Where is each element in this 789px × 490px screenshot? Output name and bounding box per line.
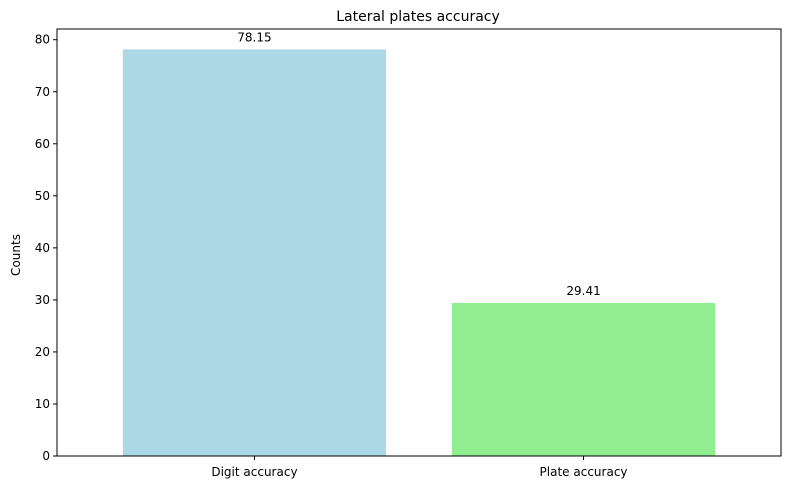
y-tick-label: 0 — [42, 449, 50, 463]
x-tick-label: Digit accuracy — [211, 465, 297, 479]
bar-plate-accuracy — [451, 302, 716, 456]
bar-digit-accuracy — [122, 49, 387, 456]
y-tick-label: 40 — [35, 241, 50, 255]
y-tick-label: 80 — [35, 33, 50, 47]
y-tick-label: 70 — [35, 85, 50, 99]
y-tick-label: 60 — [35, 137, 50, 151]
x-tick-label: Plate accuracy — [540, 465, 628, 479]
data-label: 29.41 — [566, 284, 600, 298]
data-label: 78.15 — [237, 30, 271, 44]
plot-frame — [56, 28, 782, 457]
y-tick-label: 20 — [35, 345, 50, 359]
plot-area: 78.15 Digit accuracy 29.41 Plate accuracy 0 1… — [35, 28, 782, 479]
y-tick-label: 50 — [35, 189, 50, 203]
y-axis-label: Counts — [9, 234, 23, 276]
y-tick-label: 30 — [35, 293, 50, 307]
y-tick-label: 10 — [35, 397, 50, 411]
chart-title: Lateral plates accuracy — [336, 9, 500, 25]
